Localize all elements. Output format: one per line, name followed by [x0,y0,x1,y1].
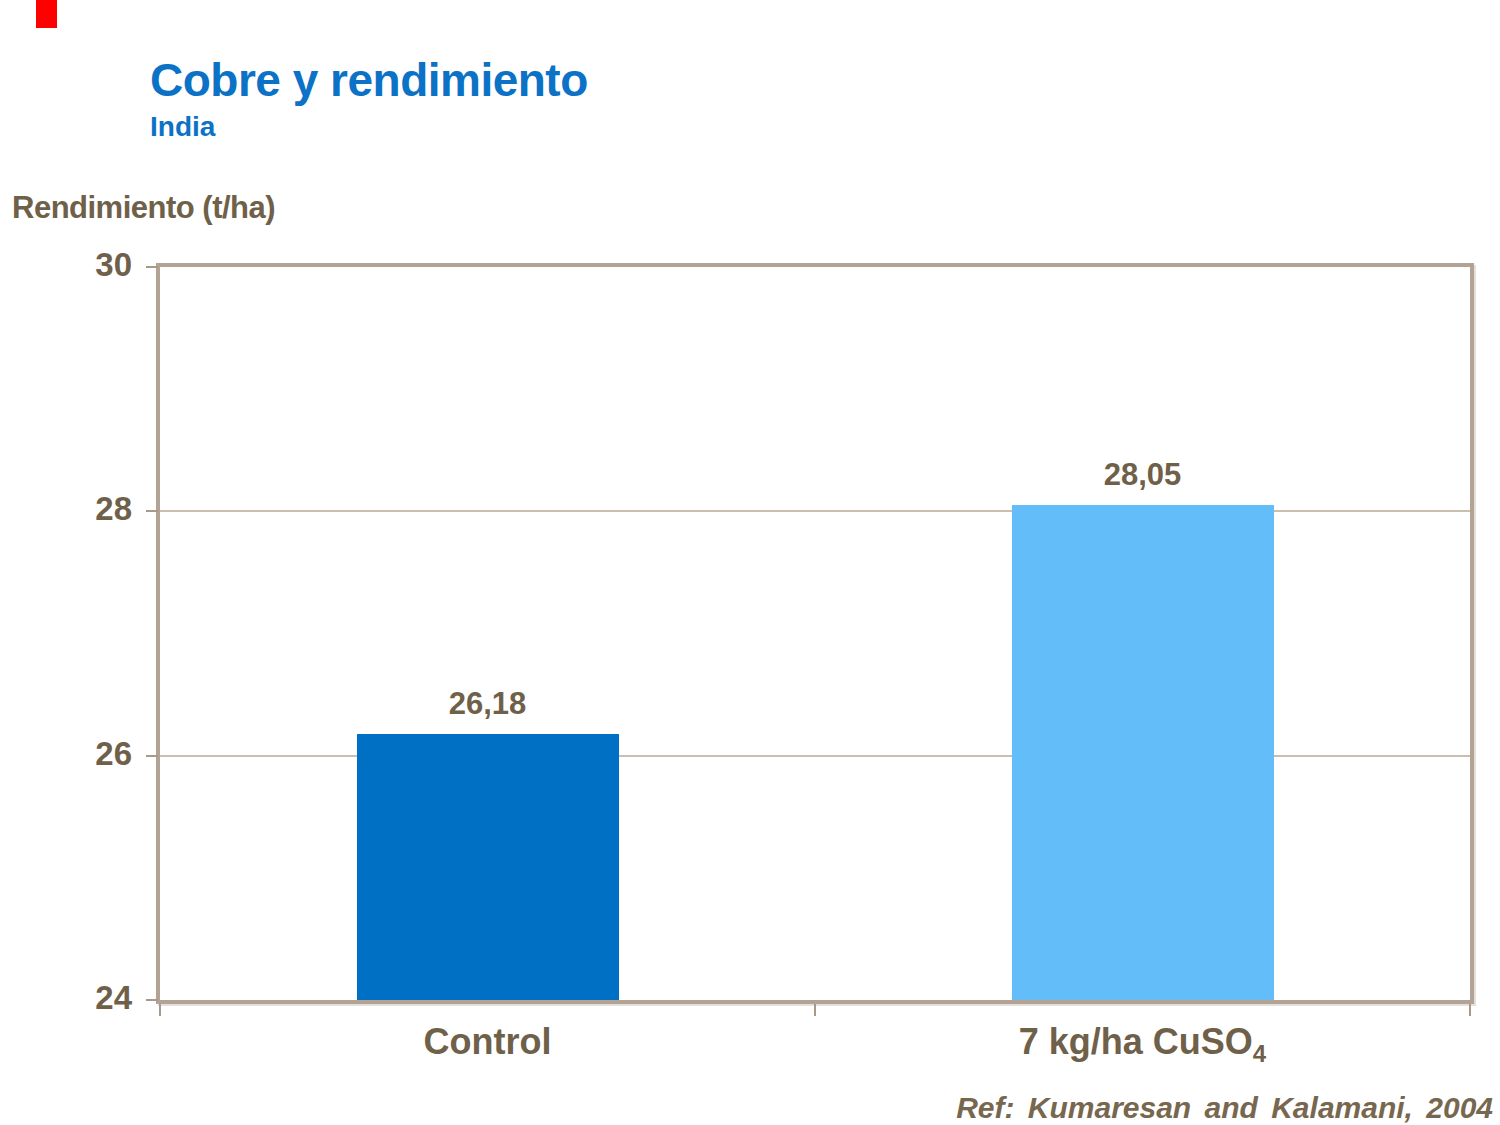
slide: Cobre y rendimiento India Rendimiento (t… [0,0,1500,1125]
tick-x [159,1004,161,1016]
data-label-control: 26,18 [338,686,638,722]
y-tick-label-24: 24 [95,979,132,1017]
category-label-cuso4: 7 kg/ha CuSO4 [843,1022,1443,1074]
slide-title: Cobre y rendimiento [150,56,588,104]
tick-y [146,999,158,1001]
plot-area [156,263,1474,1004]
bar-control [357,734,619,1000]
y-tick-label-30: 30 [95,246,132,284]
tick-x [1469,1004,1471,1016]
tick-x [814,1004,816,1016]
y-tick-label-26: 26 [95,735,132,773]
data-label-cuso4: 28,05 [993,457,1293,493]
reference-text: Ref: Kumaresan and Kalamani, 2004 [956,1090,1493,1125]
tick-y [146,510,158,512]
bar-cuso4 [1012,505,1274,1000]
tick-y [146,266,158,268]
tick-y [146,755,158,757]
red-accent-mark [36,0,57,28]
slide-subtitle: India [150,112,215,142]
category-label-control: Control [188,1022,788,1074]
y-axis-title: Rendimiento (t/ha) [12,190,275,226]
y-tick-label-28: 28 [95,491,132,529]
gridline [160,510,1470,512]
